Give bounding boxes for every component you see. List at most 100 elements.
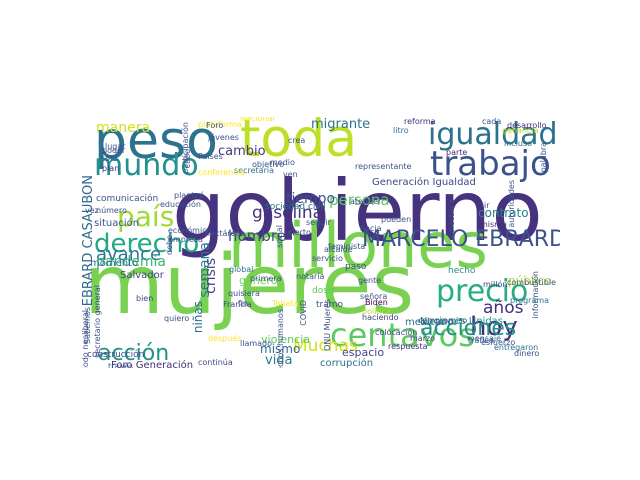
cloud-word: jóvenes (208, 133, 239, 142)
cloud-word: hectáreas (205, 229, 245, 238)
cloud-word: periodo neoliberal (81, 310, 90, 368)
cloud-word: tiempo (286, 191, 336, 207)
cloud-word: educación (160, 200, 201, 209)
cloud-word: vez (85, 206, 99, 215)
cloud-word: género (239, 274, 278, 287)
cloud-word: derechos humanos (276, 309, 285, 368)
cloud-word: eléctrica (447, 199, 456, 234)
cloud-word: llamado (240, 339, 273, 348)
cloud-word: Salvador (120, 270, 164, 281)
cloud-word: millón (483, 280, 508, 289)
cloud-word: crisis (203, 258, 219, 294)
cloud-word: desarrollo (507, 121, 547, 130)
cloud-word: cierto (288, 228, 311, 237)
cloud-word: Nacional (240, 117, 275, 123)
cloud-word: participación (181, 122, 190, 174)
cloud-word: tramo (316, 300, 344, 310)
cloud-word: esfuerzo (481, 338, 516, 347)
cloud-word: Paises (198, 152, 223, 161)
cloud-word: hoy (470, 312, 518, 342)
cloud-word: servicio (312, 254, 343, 263)
cloud-word: palabra (539, 142, 548, 173)
cloud-word: marzo (410, 334, 436, 343)
cloud-word: persona (329, 191, 390, 209)
cloud-word: política (362, 307, 392, 316)
cloud-word: seguir (306, 218, 331, 227)
cloud-word: través (108, 362, 134, 369)
cloud-word: comunicación (96, 194, 159, 204)
cloud-word: vida (265, 353, 293, 368)
cloud-word: COVID (299, 300, 308, 326)
cloud-word: Naciones Unidas (420, 316, 504, 327)
cloud-word: pueden (381, 215, 412, 224)
cloud-word: sólo (101, 154, 118, 163)
cloud-word: espacio (342, 346, 385, 359)
cloud-word: construcción (87, 350, 145, 360)
cloud-word: contrato (478, 206, 529, 220)
cloud-word: combustible (507, 278, 556, 287)
cloud-word: haciendo (362, 313, 399, 322)
word-cloud: mujeres gobierno millones peso toda igualdad t… (80, 117, 560, 368)
cloud-word: autoridades (507, 180, 516, 228)
cloud-word: alcalde (324, 245, 353, 254)
cloud-word: atender (350, 197, 382, 206)
cloud-word: años (483, 298, 524, 318)
cloud-word: tráfico (468, 336, 494, 345)
cloud-word: conferencia (198, 168, 245, 177)
cloud-word: debe (165, 235, 174, 255)
cloud-word: Francia (223, 300, 252, 309)
cloud-word: momento (90, 258, 139, 269)
cloud-word: plan (102, 164, 120, 173)
cloud-word: información (531, 271, 540, 319)
cloud-word: millones (228, 209, 488, 282)
cloud-word: gobierno (172, 162, 543, 260)
cloud-word: sociedad civil (265, 202, 326, 212)
cloud-word: peso (94, 117, 218, 171)
cloud-word: plataforma (198, 120, 242, 129)
cloud-word: parte (446, 148, 468, 157)
cloud-word: global (229, 265, 254, 274)
cloud-word: trabajo (430, 144, 551, 184)
cloud-word: misma (480, 220, 507, 229)
cloud-word: hacia (360, 224, 382, 233)
cloud-word: gasolina (252, 203, 324, 223)
cloud-word: Muchas (293, 336, 358, 356)
cloud-word: Tobata (272, 299, 299, 308)
cloud-word: quiero (164, 314, 190, 323)
cloud-word: gente (358, 276, 382, 285)
cloud-word: litro (393, 126, 409, 135)
cloud-word: Unidos (555, 170, 560, 280)
cloud-word: corrupción (320, 358, 374, 369)
cloud-word: ven (283, 170, 298, 179)
cloud-word: fin (238, 299, 249, 308)
cloud-word: respuesta (388, 342, 428, 351)
cloud-word: hecho (448, 266, 476, 276)
cloud-word: violencia (261, 333, 310, 346)
cloud-word: niñas (191, 301, 205, 334)
cloud-word: derecho (94, 229, 200, 259)
cloud-word: objetivo (252, 160, 285, 169)
cloud-word: precio (436, 274, 529, 309)
cloud-word: representante (355, 162, 412, 171)
cloud-word: social (275, 225, 284, 248)
cloud-word: igualdad (428, 117, 558, 152)
cloud-word: económico (168, 226, 212, 235)
cloud-word: ONU Mujeres (323, 299, 332, 351)
cloud-word: programa (510, 296, 550, 305)
cloud-word: Foro (206, 121, 224, 130)
cloud-word: poder (102, 146, 126, 155)
cloud-word: toda (240, 117, 358, 169)
cloud-word: ganancia (502, 126, 539, 135)
cloud-word: secretario general (93, 285, 102, 358)
cloud-word: avance (96, 244, 162, 265)
cloud-word: centavos (330, 316, 475, 354)
cloud-word: crea (288, 136, 306, 145)
cloud-word: cada (482, 117, 502, 126)
cloud-word: secretaria (234, 166, 274, 175)
cloud-word: mexicano (405, 317, 454, 328)
cloud-word: quisiera (228, 289, 260, 298)
cloud-word: entregaron (494, 343, 539, 352)
cloud-word: mismo (260, 342, 301, 356)
cloud-word: ir (484, 201, 490, 210)
cloud-word: colocación (375, 328, 418, 337)
